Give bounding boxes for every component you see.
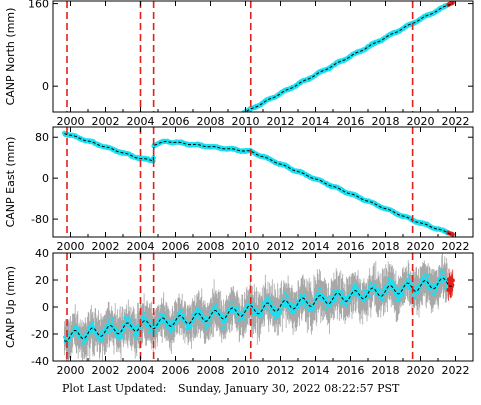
x-tick-label: 2004 bbox=[127, 115, 155, 128]
x-tick-label: 2008 bbox=[197, 240, 225, 253]
panel-2: 2000 2002 2004 2006 2008 2010 2012 2014 2016 2018… bbox=[4, 126, 474, 253]
x-tick-label: 2000 bbox=[57, 364, 85, 377]
y-tick-label: 160 bbox=[28, 0, 49, 11]
x-tick-label: 2014 bbox=[302, 240, 330, 253]
plot-frame bbox=[52, 0, 474, 113]
x-tick-label: 2006 bbox=[162, 364, 190, 377]
recent-points bbox=[446, 268, 455, 301]
y-axis-label: CANP Up (mm) bbox=[4, 266, 17, 348]
y-tick-label: 20 bbox=[35, 274, 49, 287]
footer: Plot Last Updated: Sunday, January 30, 2… bbox=[62, 382, 407, 395]
x-tick-label: 2010 bbox=[232, 240, 260, 253]
y-tick-label: 40 bbox=[35, 247, 49, 260]
data-points bbox=[63, 269, 449, 347]
x-tick-label: 2012 bbox=[267, 115, 295, 128]
panel-1: 2000 2002 2004 2006 2008 2010 2012 2014 2016 2018… bbox=[4, 0, 474, 128]
x-tick-label: 2008 bbox=[197, 364, 225, 377]
x-tick-label: 2016 bbox=[337, 364, 365, 377]
x-tick-label: 2012 bbox=[267, 364, 295, 377]
model-trend bbox=[64, 133, 454, 236]
x-tick-label: 2002 bbox=[92, 115, 120, 128]
x-tick-label: 2002 bbox=[92, 240, 120, 253]
x-tick-label: 2016 bbox=[337, 115, 365, 128]
x-tick-label: 2010 bbox=[232, 364, 260, 377]
model-trend bbox=[244, 2, 454, 112]
x-tick-label: 2008 bbox=[197, 115, 225, 128]
x-tick-label: 2022 bbox=[442, 115, 470, 128]
data-layer bbox=[66, 1, 455, 112]
y-tick-label: -20 bbox=[31, 328, 49, 341]
x-tick-label: 2018 bbox=[372, 115, 400, 128]
data-layer bbox=[62, 127, 455, 237]
x-tick-label: 2020 bbox=[407, 115, 435, 128]
x-tick-label: 2006 bbox=[162, 240, 190, 253]
data-points bbox=[141, 2, 450, 112]
footer-timestamp: Sunday, January 30, 2022 08:22:57 PST bbox=[177, 382, 400, 395]
y-tick-label: 0 bbox=[42, 301, 49, 314]
x-tick-label: 2014 bbox=[302, 115, 330, 128]
data-points bbox=[62, 130, 450, 236]
x-tick-label: 2012 bbox=[267, 240, 295, 253]
y-tick-label: -80 bbox=[31, 213, 49, 226]
y-tick-label: -40 bbox=[31, 355, 49, 368]
x-tick-label: 2016 bbox=[337, 240, 365, 253]
x-tick-label: 2020 bbox=[407, 240, 435, 253]
y-axis-label: CANP East (mm) bbox=[4, 137, 17, 228]
x-tick-label: 2006 bbox=[162, 115, 190, 128]
x-tick-label: 2004 bbox=[127, 240, 155, 253]
x-tick-label: 2020 bbox=[407, 364, 435, 377]
footer-label: Plot Last Updated: bbox=[62, 382, 167, 395]
x-tick-label: 2000 bbox=[57, 115, 85, 128]
x-tick-label: 2000 bbox=[57, 240, 85, 253]
x-tick-label: 2022 bbox=[442, 364, 470, 377]
x-tick-label: 2014 bbox=[302, 364, 330, 377]
y-tick-label: 80 bbox=[35, 131, 49, 144]
y-tick-label: 0 bbox=[42, 80, 49, 93]
x-tick-label: 2004 bbox=[127, 364, 155, 377]
x-tick-label: 2018 bbox=[372, 240, 400, 253]
x-tick-label: 2022 bbox=[442, 240, 470, 253]
data-layer bbox=[63, 253, 455, 361]
recent-points bbox=[446, 230, 455, 237]
model-trend bbox=[64, 277, 454, 342]
x-tick-label: 2010 bbox=[232, 115, 260, 128]
x-tick-label: 2018 bbox=[372, 364, 400, 377]
x-tick-label: 2002 bbox=[92, 364, 120, 377]
y-axis-label: CANP North (mm) bbox=[4, 8, 17, 106]
panel-3: 2000 2002 2004 2006 2008 2010 2012 2014 2016 2018… bbox=[4, 247, 474, 377]
y-tick-label: 0 bbox=[42, 172, 49, 185]
